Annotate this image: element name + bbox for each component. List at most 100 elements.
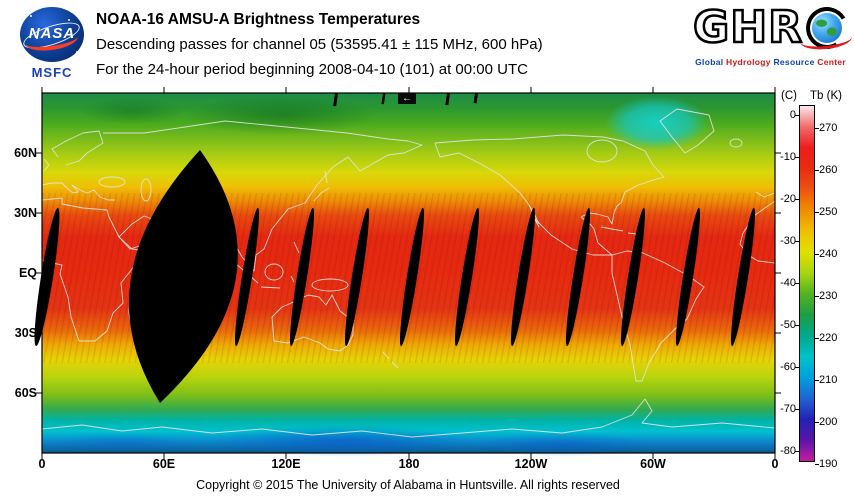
colorbar-kelvin-tick-label: 270	[819, 122, 838, 134]
nasa-insignia: NASA	[20, 7, 84, 62]
ghrc-subtitle-word: Global	[695, 57, 724, 67]
copyright-notice: Copyright © 2015 The University of Alaba…	[196, 478, 620, 492]
axis-ticks	[36, 87, 781, 459]
swath-gap	[289, 207, 315, 347]
colorbar-tick-mark	[815, 296, 819, 297]
colorbar-kelvin-tick-label: 220	[819, 332, 838, 344]
colorbar-kelvin-tick-label: 230	[819, 290, 838, 302]
coastline-japan	[313, 187, 330, 202]
greenland-cold-patch	[605, 96, 709, 150]
swath-gap	[565, 207, 591, 347]
lat-label-60s: 60S	[14, 386, 37, 400]
swath-gap	[34, 207, 60, 347]
coastline-new-zealand	[382, 351, 399, 369]
colorbar-kelvin-tick-label: 190	[819, 458, 838, 470]
coastline-africa	[41, 197, 147, 342]
ghrc-globe-c-icon	[799, 2, 853, 54]
ghrc-wordmark-row: GHR	[653, 2, 853, 54]
coastline-north-america	[434, 134, 665, 256]
ghrc-subtitle-word: Resource	[770, 57, 815, 67]
world-map	[34, 87, 781, 459]
coastline-black-sea	[98, 176, 126, 188]
swath-gap	[675, 207, 701, 347]
colorbar-tick-mark	[795, 283, 799, 284]
colorbar-tick-mark	[795, 367, 799, 368]
swath-gap	[399, 207, 425, 347]
colorbar-tick-mark	[815, 338, 819, 339]
nasa-wordmark: NASA	[28, 25, 76, 42]
coastline-philippines	[293, 241, 300, 254]
ghrc-wordmark: GHR	[692, 2, 803, 53]
coastline-new-guinea	[311, 278, 349, 292]
coastline-antarctica	[41, 398, 776, 438]
swath-gap	[510, 207, 536, 347]
colorbar-celsius-tick-label: -80	[780, 445, 796, 457]
lon-label-0w: 0	[771, 457, 779, 471]
colorbar-celsius-tick-label: 0	[789, 109, 796, 121]
colorbar-tick-mark	[815, 422, 819, 423]
coastline-uk	[43, 158, 50, 172]
coastlines	[41, 108, 776, 438]
swath-gap	[234, 207, 260, 347]
colorbar-tick-mark	[795, 241, 799, 242]
coastline-sakhalin	[324, 170, 328, 184]
ghrc-subtitle-word: Hydrology	[723, 57, 771, 67]
lat-label-30s: 30S	[14, 326, 37, 340]
colorbar-kelvin-tick-label: 260	[819, 164, 838, 176]
large-data-gap	[128, 150, 238, 403]
polar-gap	[381, 93, 386, 105]
colorbar-tick-mark	[795, 451, 799, 452]
colorbar: (C) Tb (K) 0 -10 -20 -30 -40 -50 -60 -70 -80 270 2…	[756, 90, 854, 490]
lon-label-60w: 60W	[640, 457, 666, 471]
colorbar-kelvin-tick-label: 240	[819, 248, 838, 260]
globe-icon	[812, 13, 842, 43]
ghrc-logo: GHR Global Hydrology Resource Center	[653, 2, 853, 67]
coastline-australia	[271, 294, 354, 352]
colorbar-tick-mark	[815, 464, 819, 465]
subtitle-period: For the 24-hour period beginning 2008-04…	[96, 61, 528, 78]
swath-gap	[620, 207, 646, 347]
antarctic-cold-patch	[212, 425, 472, 457]
colorbar-celsius-tick-label: -20	[780, 193, 796, 205]
coastline-caspian-sea	[140, 178, 152, 202]
data-gap-swaths	[34, 92, 756, 403]
msfc-label: MSFC	[31, 65, 73, 80]
page-title: NOAA-16 AMSU-A Brightness Temperatures	[96, 11, 421, 28]
colorbar-tick-mark	[815, 170, 819, 171]
coastline-java	[260, 286, 281, 289]
swath-gap	[344, 207, 370, 347]
colorbar-tick-mark	[795, 157, 799, 158]
colorbar-celsius-header: (C)	[781, 90, 797, 102]
coastline-borneo	[264, 263, 284, 281]
title-block: NOAA-16 AMSU-A Brightness Temperatures D…	[96, 7, 543, 82]
colorbar-kelvin-tick-label: 250	[819, 206, 838, 218]
lon-label-60e: 60E	[152, 457, 176, 471]
swath-direction-arrow: ←	[398, 93, 416, 104]
colorbar-kelvin-tick-label: 200	[819, 416, 838, 428]
coastline-iceland	[729, 138, 743, 148]
polar-gap	[473, 93, 478, 104]
colorbar-celsius-tick-label: -10	[780, 151, 796, 163]
colorbar-celsius-tick-label: -60	[780, 361, 796, 373]
coastline-hudson-bay	[586, 139, 618, 163]
colorbar-tick-mark	[815, 128, 819, 129]
colorbar-celsius-tick-label: -70	[780, 403, 796, 415]
coastline-south-america	[611, 250, 705, 382]
coastline-cuba	[600, 226, 637, 235]
colorbar-tick-mark	[795, 199, 799, 200]
colorbar-gradient	[799, 105, 815, 462]
coastline-greenland	[659, 108, 715, 154]
colorbar-celsius-tick-label: -30	[780, 235, 796, 247]
lon-label-180: 180	[398, 457, 420, 471]
colorbar-celsius-tick-label: -40	[780, 277, 796, 289]
swath-gap	[730, 207, 756, 347]
lat-label-eq: EQ	[18, 266, 37, 280]
colorbar-tick-mark	[795, 409, 799, 410]
colorbar-tick-mark	[815, 254, 819, 255]
lon-label-120e: 120E	[271, 457, 301, 471]
colorbar-tick-mark	[795, 115, 799, 116]
coastline-sulawesi	[290, 275, 295, 283]
nasa-stars-icon	[30, 15, 32, 17]
lat-label-30n: 30N	[14, 206, 37, 220]
